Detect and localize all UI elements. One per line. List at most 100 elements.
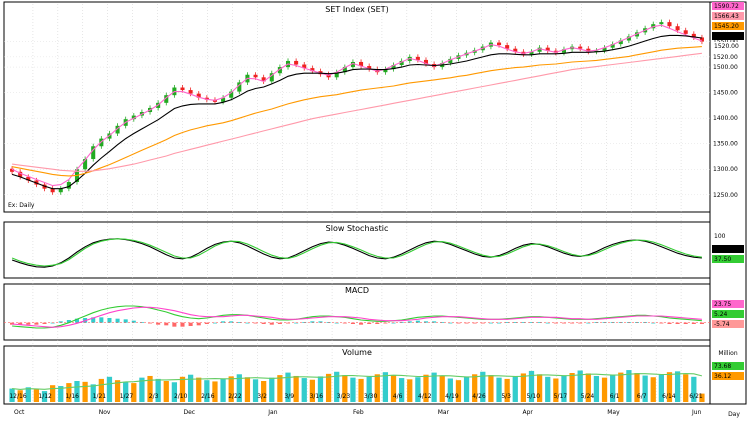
candle-body bbox=[513, 48, 518, 52]
volume-bar bbox=[342, 375, 348, 402]
stochastic-tick-label: 100 bbox=[714, 233, 726, 240]
x-date-label: 6/14 bbox=[662, 393, 676, 400]
candle-body bbox=[659, 22, 664, 25]
macd-title: MACD bbox=[345, 286, 369, 295]
volume-bar bbox=[642, 375, 648, 402]
volume-bar bbox=[155, 378, 161, 402]
volume-bar bbox=[407, 379, 413, 402]
volume-bar bbox=[82, 381, 88, 402]
candle-body bbox=[529, 51, 534, 55]
candle-body bbox=[26, 176, 31, 181]
x-date-label: 2/10 bbox=[174, 393, 188, 400]
macd-histogram-bar bbox=[148, 322, 153, 324]
price-y-tick-label: 1250.00 bbox=[713, 192, 738, 199]
macd-histogram-bar bbox=[212, 322, 217, 324]
price-value-tag-text: 1545.20 bbox=[714, 23, 739, 30]
macd-lines bbox=[12, 305, 702, 329]
price-value-tag-text: 1590.72 bbox=[714, 3, 739, 10]
candle-body bbox=[294, 60, 299, 65]
macd-histogram-bar bbox=[513, 322, 518, 323]
volume-bar bbox=[634, 373, 640, 402]
volume-bar bbox=[480, 371, 486, 402]
macd-histogram-bar bbox=[448, 322, 453, 324]
candle-body bbox=[221, 97, 226, 102]
candle-body bbox=[180, 87, 185, 91]
candle-body bbox=[50, 188, 55, 193]
candle-body bbox=[164, 95, 169, 103]
candle-body bbox=[383, 69, 388, 73]
volume-bars bbox=[9, 370, 705, 402]
macd-histogram-bar bbox=[131, 320, 136, 323]
volume-bar bbox=[147, 375, 153, 402]
macd-histogram-bar bbox=[156, 322, 161, 325]
volume-bar bbox=[626, 370, 632, 402]
candle-body bbox=[66, 182, 71, 189]
candle-body bbox=[537, 47, 542, 52]
volume-bar bbox=[309, 379, 315, 402]
x-date-label: 5/10 bbox=[527, 393, 541, 400]
macd-histogram-bar bbox=[34, 322, 39, 325]
candle-body bbox=[586, 48, 591, 52]
volume-bar bbox=[683, 374, 689, 402]
macd-histogram-bar bbox=[188, 322, 193, 326]
x-date-label: 6/1 bbox=[610, 393, 620, 400]
candle-body bbox=[131, 115, 136, 120]
macd-value-tag bbox=[712, 300, 744, 308]
volume-bar bbox=[139, 377, 145, 402]
series-line bbox=[12, 52, 702, 172]
macd-histogram-bar bbox=[91, 317, 96, 323]
series-line bbox=[11, 238, 702, 267]
x-month-label: Jan bbox=[267, 409, 277, 416]
x-month-label: Dec bbox=[184, 409, 196, 416]
volume-bar bbox=[244, 377, 251, 402]
price-moving-averages bbox=[11, 24, 703, 190]
candle-body bbox=[342, 67, 347, 73]
volume-bar bbox=[334, 371, 340, 402]
volume-bar bbox=[114, 380, 121, 402]
candle-body bbox=[237, 82, 242, 92]
volume-bar bbox=[74, 381, 80, 402]
x-axis-labels: 12/16 1/12 1/16 1/21 1/27 2/3 2/10 2/16 2/22 3/2 3… bbox=[9, 393, 703, 416]
macd-histogram-bar bbox=[221, 321, 226, 323]
volume-bar bbox=[382, 372, 389, 402]
candle-body bbox=[391, 65, 396, 70]
macd-histogram-bar bbox=[691, 322, 696, 324]
volume-value-tag-text: 36.12 bbox=[714, 373, 731, 380]
x-date-label: 6/7 bbox=[637, 393, 647, 400]
macd-histogram-bar bbox=[261, 322, 266, 324]
volume-bar bbox=[325, 373, 332, 402]
macd-histogram-bar bbox=[99, 317, 104, 323]
price-y-tick-label: 1450.00 bbox=[713, 90, 738, 97]
volume-bar bbox=[131, 383, 137, 402]
macd-histogram-bar bbox=[285, 322, 291, 324]
x-date-label: 6/21 bbox=[689, 393, 703, 400]
volume-bar bbox=[17, 390, 23, 402]
candle-body bbox=[667, 22, 672, 27]
macd-histogram-bar bbox=[342, 322, 347, 324]
volume-bar bbox=[301, 378, 307, 402]
candle-body bbox=[675, 26, 680, 31]
volume-bar bbox=[536, 374, 543, 402]
macd-histogram-bar bbox=[561, 322, 566, 324]
volume-bar bbox=[455, 380, 462, 402]
macd-histogram-bar bbox=[50, 322, 55, 324]
volume-bar bbox=[106, 376, 113, 402]
candle-body bbox=[497, 42, 502, 46]
volume-bar bbox=[390, 375, 397, 402]
volume-bar bbox=[472, 374, 478, 402]
macd-histogram-bar bbox=[172, 322, 177, 327]
macd-histogram-bar bbox=[367, 322, 372, 324]
macd-histogram-bar bbox=[383, 322, 388, 324]
macd-histogram-bar bbox=[553, 322, 558, 324]
volume-unit-label: Million bbox=[718, 350, 738, 357]
candle-body bbox=[58, 188, 63, 193]
volume-bar bbox=[650, 377, 656, 402]
volume-bar bbox=[163, 381, 169, 402]
volume-bar bbox=[277, 375, 283, 402]
volume-bar bbox=[358, 378, 364, 402]
price-value-tag bbox=[712, 2, 744, 10]
volume-bar bbox=[220, 378, 226, 402]
candle-body bbox=[269, 73, 274, 82]
macd-value-tag-text: -5.74 bbox=[714, 321, 730, 328]
macd-histogram-bar bbox=[350, 322, 355, 324]
